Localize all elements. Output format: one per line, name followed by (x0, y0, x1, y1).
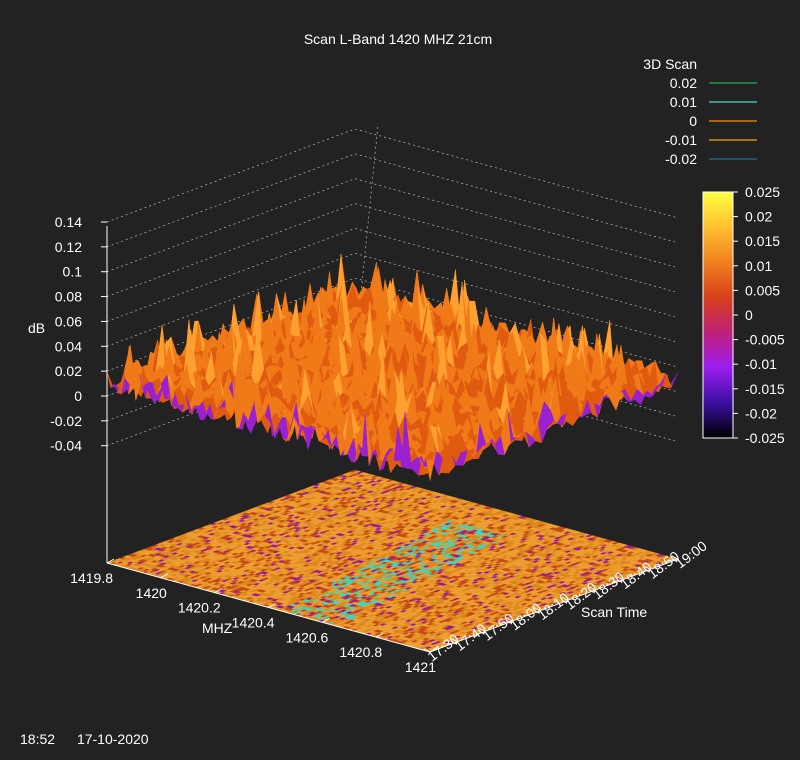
back-wall-grid (106, 124, 679, 447)
wall-gridline (106, 153, 679, 248)
chart-title: Scan L-Band 1420 MHZ 21cm (304, 31, 492, 47)
projected-heatmap (106, 469, 679, 653)
wall-gridline (106, 178, 679, 273)
wall-gridline (106, 128, 679, 223)
wall-corner-line (354, 124, 379, 353)
